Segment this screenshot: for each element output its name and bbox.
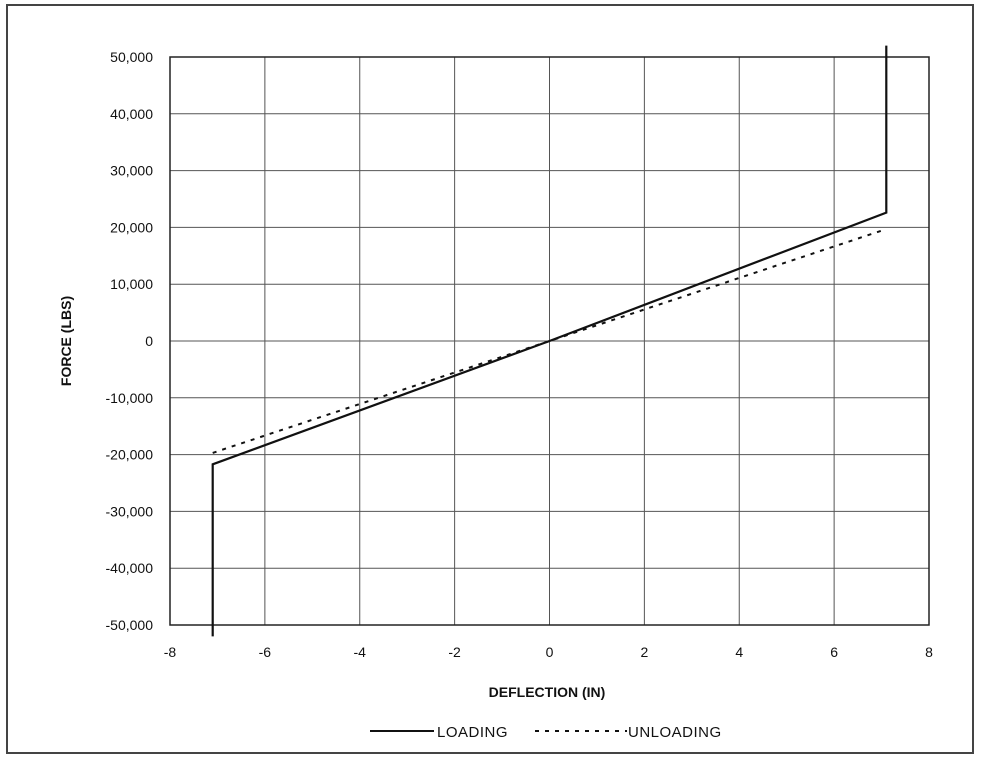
series-line-loading bbox=[211, 45, 888, 637]
y-tick-label: 0 bbox=[145, 333, 153, 349]
x-tick-label: -2 bbox=[448, 644, 461, 660]
x-tick-label: 8 bbox=[925, 644, 933, 660]
y-tick-label: 10,000 bbox=[110, 276, 153, 292]
y-tick-labels: 50,000 40,000 30,000 20,000 10,000 0 -10,000 -2… bbox=[106, 49, 154, 633]
plot-border bbox=[169, 56, 930, 626]
grid bbox=[169, 56, 930, 626]
series-line-unloading bbox=[212, 228, 887, 454]
y-tick-label: 50,000 bbox=[110, 49, 153, 65]
x-tick-label: 6 bbox=[830, 644, 838, 660]
legend: LOADING UNLOADING bbox=[370, 724, 722, 741]
y-tick-label: -50,000 bbox=[106, 617, 154, 633]
y-tick-label: -20,000 bbox=[106, 447, 154, 463]
series-layer bbox=[211, 45, 888, 637]
x-tick-label: -4 bbox=[354, 644, 367, 660]
y-tick-label: 30,000 bbox=[110, 163, 153, 179]
y-tick-label: -10,000 bbox=[106, 390, 154, 406]
y-tick-label: -40,000 bbox=[106, 560, 154, 576]
y-axis-title: FORCE (LBS) bbox=[58, 296, 74, 386]
legend-label-unloading: UNLOADING bbox=[628, 724, 722, 741]
x-tick-label: -8 bbox=[164, 644, 177, 660]
x-axis-title: DEFLECTION (IN) bbox=[489, 684, 606, 700]
x-tick-labels: -8 -6 -4 -2 0 2 4 6 8 bbox=[164, 644, 933, 660]
y-tick-label: -30,000 bbox=[106, 503, 154, 519]
x-tick-label: 2 bbox=[640, 644, 648, 660]
x-tick-label: 0 bbox=[546, 644, 554, 660]
chart-frame bbox=[6, 4, 974, 754]
x-tick-label: -6 bbox=[259, 644, 272, 660]
y-tick-label: 40,000 bbox=[110, 106, 153, 122]
x-tick-label: 4 bbox=[735, 644, 743, 660]
y-tick-label: 20,000 bbox=[110, 219, 153, 235]
legend-label-loading: LOADING bbox=[437, 724, 508, 741]
